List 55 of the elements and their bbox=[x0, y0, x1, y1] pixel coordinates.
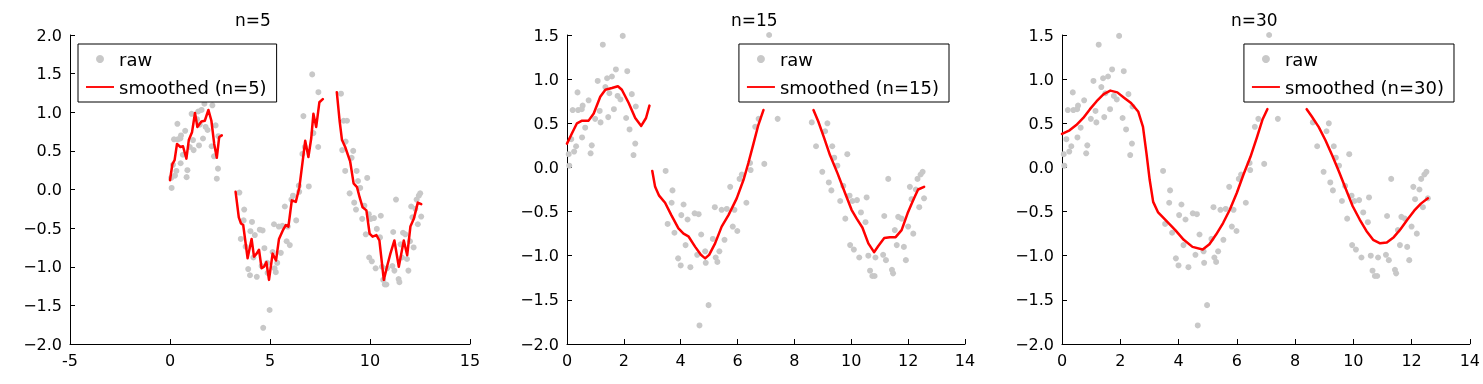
y-tick-label: 0.0 bbox=[1028, 157, 1054, 177]
y-tick-label: −1.5 bbox=[1015, 290, 1054, 310]
x-tick-label: 12 bbox=[897, 350, 919, 370]
y-tick-label: −1.5 bbox=[23, 295, 62, 315]
y-tick-label: −0.5 bbox=[1015, 202, 1054, 222]
y-tick-label: −2.0 bbox=[23, 334, 62, 354]
legend-label: raw bbox=[1284, 48, 1319, 70]
x-tick-label: 4 bbox=[1173, 350, 1184, 370]
x-tick-label: 6 bbox=[1231, 350, 1242, 370]
y-tick-label: 1.0 bbox=[533, 69, 559, 89]
y-tick-label: −1.0 bbox=[1015, 246, 1054, 266]
y-tick-label: 1.0 bbox=[1028, 69, 1054, 89]
chart-title: n=30 bbox=[1231, 9, 1278, 30]
y-tick-label: −0.5 bbox=[520, 202, 559, 222]
chart-title: n=5 bbox=[235, 9, 271, 30]
x-tick-label: 8 bbox=[1289, 350, 1301, 370]
x-tick-label: 5 bbox=[264, 350, 276, 370]
y-tick-label: 0.5 bbox=[36, 141, 62, 161]
x-tick-label: 14 bbox=[954, 350, 976, 370]
y-tick-label: 2.0 bbox=[36, 25, 62, 45]
x-tick-label: 6 bbox=[732, 350, 743, 370]
legend-label: smoothed (n=5) bbox=[119, 76, 267, 98]
x-tick-label: 0 bbox=[164, 350, 176, 370]
legend-label: smoothed (n=15) bbox=[779, 76, 940, 98]
legend-label: raw bbox=[119, 48, 153, 70]
y-tick-label: −1.5 bbox=[520, 290, 559, 310]
x-tick-label: 10 bbox=[1343, 350, 1364, 370]
y-tick-label: −1.0 bbox=[520, 246, 559, 266]
y-tick-label: −2.0 bbox=[1015, 334, 1054, 354]
x-tick-label: 4 bbox=[675, 350, 686, 370]
x-tick-label: 14 bbox=[1459, 350, 1480, 370]
legend-label: raw bbox=[779, 48, 814, 70]
y-tick-label: 0.0 bbox=[533, 157, 559, 177]
legend-label: smoothed (n=30) bbox=[1284, 76, 1445, 98]
chart-title: n=15 bbox=[731, 9, 778, 30]
x-tick-label: 0 bbox=[1056, 350, 1068, 370]
y-tick-label: −1.0 bbox=[23, 257, 62, 277]
y-tick-label: 0.5 bbox=[533, 113, 559, 133]
y-tick-label: 1.5 bbox=[36, 64, 62, 84]
y-tick-label: 1.5 bbox=[533, 25, 559, 45]
x-tick-label: 15 bbox=[459, 350, 481, 370]
x-tick-label: 0 bbox=[561, 350, 573, 370]
x-tick-label: -5 bbox=[62, 350, 78, 370]
x-tick-label: 10 bbox=[359, 350, 381, 370]
x-tick-label: 12 bbox=[1401, 350, 1422, 370]
x-tick-label: 2 bbox=[618, 350, 629, 370]
y-tick-label: −2.0 bbox=[520, 334, 559, 354]
y-tick-label: 0.0 bbox=[36, 180, 62, 199]
y-tick-label: 1.5 bbox=[1028, 25, 1054, 45]
x-tick-label: 8 bbox=[789, 350, 800, 370]
x-tick-label: 10 bbox=[841, 350, 862, 370]
y-tick-label: 1.0 bbox=[36, 102, 62, 122]
x-tick-label: 2 bbox=[1115, 350, 1126, 370]
y-tick-label: 0.5 bbox=[1028, 113, 1054, 133]
y-tick-label: −0.5 bbox=[23, 218, 62, 238]
